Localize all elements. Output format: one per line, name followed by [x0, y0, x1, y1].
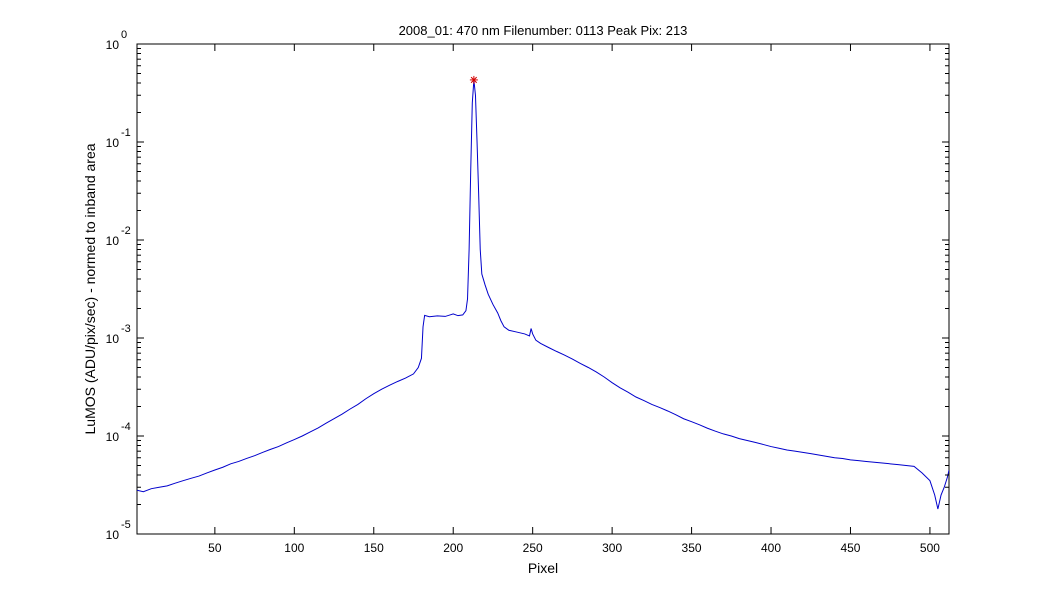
y-axis-label: LuMOS (ADU/pix/sec) - normed to inband a… — [82, 143, 98, 434]
y-tick-label: 10 — [106, 332, 120, 346]
x-tick-label: 150 — [364, 541, 384, 555]
y-tick-label: 10 — [106, 136, 120, 150]
x-axis-label: Pixel — [528, 560, 558, 576]
chart-title: 2008_01: 470 nm Filenumber: 0113 Peak Pi… — [399, 23, 688, 38]
y-tick-exponent: -3 — [121, 323, 131, 335]
peak-marker-stroke — [470, 76, 478, 84]
x-tick-label: 500 — [920, 541, 940, 555]
y-tick-label: 10 — [106, 528, 120, 542]
y-tick-label: 10 — [106, 38, 120, 52]
x-tick-label: 200 — [443, 541, 463, 555]
peak-marker — [469, 75, 478, 84]
x-tick-label: 400 — [761, 541, 781, 555]
x-tick-label: 100 — [284, 541, 304, 555]
x-tick-label: 350 — [682, 541, 702, 555]
axis-ticks: 50 100 150 200 250 300 350 400 450 50010010-110-2… — [106, 29, 949, 555]
y-tick-exponent: -2 — [121, 225, 131, 237]
x-tick-label: 50 — [208, 541, 222, 555]
plot-content — [137, 79, 949, 510]
x-tick-label: 300 — [602, 541, 622, 555]
y-tick-label: 10 — [106, 430, 120, 444]
x-tick-label: 450 — [840, 541, 860, 555]
series-line-0 — [137, 79, 949, 510]
y-tick-label: 10 — [106, 234, 120, 248]
y-tick-exponent: 0 — [121, 29, 127, 41]
y-tick-exponent: -5 — [121, 519, 131, 531]
y-tick-exponent: -4 — [121, 421, 131, 433]
plot-area — [136, 43, 950, 535]
y-tick-exponent: -1 — [121, 127, 131, 139]
x-tick-label: 250 — [523, 541, 543, 555]
